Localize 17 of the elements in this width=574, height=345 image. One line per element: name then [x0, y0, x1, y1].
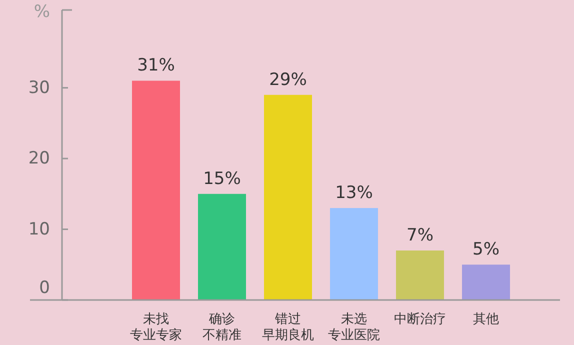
x-tick-label: 中断治疗	[394, 312, 446, 327]
y-tick-label: 30	[28, 78, 50, 98]
data-label: 7%	[406, 225, 434, 246]
data-label: 5%	[472, 240, 500, 260]
data-label: 31%	[137, 56, 175, 76]
x-tick-label: 未选专业医院	[328, 312, 380, 343]
x-tick-label: 未找专业专家	[130, 312, 182, 343]
data-label: 13%	[335, 183, 373, 204]
y-tick-label: 20	[28, 148, 50, 169]
y-axis-title: %	[34, 2, 50, 22]
y-tick-label: 0	[39, 278, 50, 298]
data-label: 29%	[269, 70, 307, 90]
x-tick-label: 其他	[473, 312, 499, 327]
x-tick-label: 错过早期良机	[262, 312, 314, 343]
x-tick-label: 确诊不精准	[202, 312, 242, 343]
y-tick-label: 10	[28, 219, 50, 240]
data-label: 15%	[203, 168, 241, 189]
